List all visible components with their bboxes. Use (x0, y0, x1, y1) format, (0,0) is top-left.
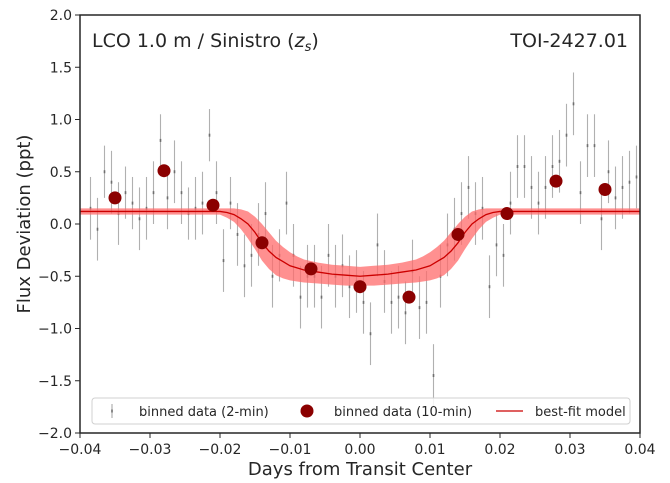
filter-subscript: s (305, 40, 312, 55)
binned-point-10min (255, 236, 269, 250)
y-tick-label: 0.0 (50, 217, 72, 233)
binned-point-10min (304, 262, 318, 276)
y-tick-label: −0.5 (38, 269, 72, 285)
y-tick-label: 0.5 (50, 165, 72, 181)
legend-label-10min: binned data (10-min) (334, 405, 472, 420)
filter-symbol: z (294, 30, 306, 52)
x-tick-label: −0.01 (269, 442, 312, 458)
legend-box (91, 397, 631, 425)
legend-label-model: best-fit model (535, 405, 626, 420)
y-tick-label: 1.0 (50, 113, 72, 129)
binned-point-10min (451, 227, 465, 241)
binned-point-10min (402, 290, 416, 304)
ticks-layer: −0.04 −0.03 −0.02 −0.01 0.00 0.01 0.02 0.03 0.04… (38, 8, 656, 458)
x-tick-label: 0.03 (554, 442, 585, 458)
plot-layer (80, 72, 640, 407)
binned-point-10min (108, 191, 122, 205)
y-tick-label: −1.0 (38, 322, 72, 338)
binned-point-10min (500, 207, 514, 221)
x-tick-label: −0.02 (199, 442, 242, 458)
x-tick-label: 0.04 (624, 442, 655, 458)
model-confidence-band (80, 208, 640, 286)
y-tick-label: −2.0 (38, 426, 72, 442)
binned-point-10min (353, 280, 367, 294)
y-tick-label: 1.5 (50, 60, 72, 76)
x-tick-label: 0.02 (484, 442, 515, 458)
legend-dot-icon (300, 404, 314, 418)
y-axis-label: Flux Deviation (ppt) (14, 135, 35, 314)
x-tick-label: −0.03 (129, 442, 172, 458)
legend-label-2min: binned data (2-min) (139, 405, 269, 420)
best-fit-model-line (80, 210, 640, 277)
binned-point-10min (157, 164, 171, 178)
binned-point-10min (206, 198, 220, 212)
instrument-label: LCO 1.0 m / Sinistro (zs) (92, 30, 319, 55)
x-tick-label: −0.04 (59, 442, 102, 458)
x-axis-label: Days from Transit Center (248, 459, 473, 480)
x-tick-label: 0.01 (414, 442, 445, 458)
binned-point-10min (549, 174, 563, 188)
target-label: TOI-2427.01 (509, 30, 628, 52)
y-tick-label: −1.5 (38, 374, 72, 390)
y-tick-label: 2.0 (50, 8, 72, 24)
binned-point-10min (598, 183, 612, 197)
plot-frame (79, 14, 641, 434)
legend: binned data (2-min) binned data (10-min)… (91, 397, 631, 425)
x-tick-label: 0.00 (344, 442, 375, 458)
